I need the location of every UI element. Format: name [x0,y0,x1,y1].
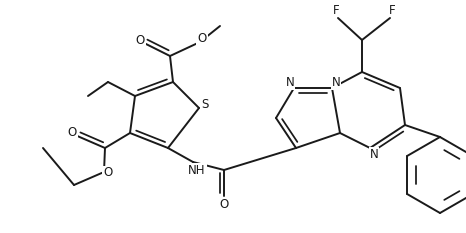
Text: O: O [219,198,229,210]
Text: F: F [389,3,395,17]
Text: N: N [286,76,295,89]
Text: N: N [332,76,340,89]
Text: N: N [370,147,378,161]
Text: O: O [198,32,206,45]
Text: F: F [333,3,339,17]
Text: O: O [103,167,113,179]
Text: S: S [201,97,209,110]
Text: NH: NH [188,164,206,177]
Text: O: O [136,34,144,47]
Text: O: O [68,127,76,140]
